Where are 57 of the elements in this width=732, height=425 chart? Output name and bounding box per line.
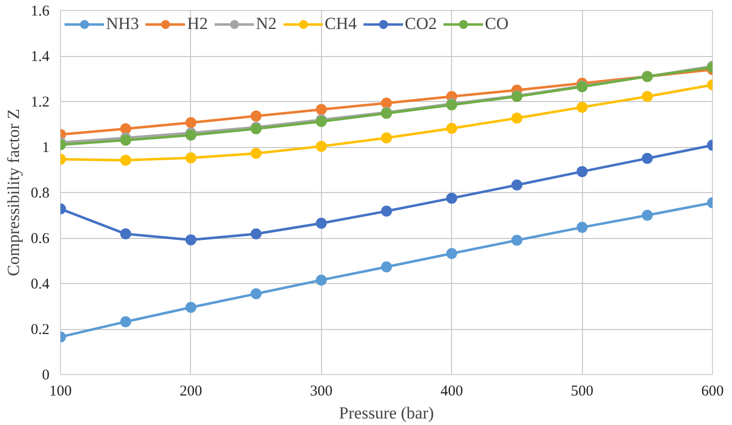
point [381,206,392,217]
x-tick-label: 200 [180,384,202,400]
legend-label: NH3 [106,14,140,34]
y-tick-label: 0.6 [30,231,50,247]
point [642,210,653,221]
legend-label: CO2 [404,14,437,34]
point [250,228,262,240]
point [381,261,392,272]
y-axis-title: Compressibility factor Z [4,108,23,276]
point [511,180,522,190]
legend-label: N2 [256,14,277,34]
point [250,110,262,122]
point [381,132,392,144]
point [250,148,262,159]
point [446,122,458,134]
point [120,154,132,166]
point [642,91,653,102]
x-tick-label: 100 [49,384,72,400]
y-tick-label: 1.2 [30,94,50,110]
y-tick-label: 0.8 [30,186,50,202]
point [316,140,327,152]
point [511,112,522,124]
point [185,302,196,313]
y-tick-label: 1.6 [30,4,50,20]
point [185,130,196,141]
point [642,152,653,164]
legend-label: CH4 [324,14,357,34]
point [120,316,132,328]
point [576,102,588,113]
x-tick-label: 500 [570,384,594,400]
point [185,152,196,164]
point [316,274,327,286]
y-tick-label: 1 [42,140,50,156]
point [316,218,327,229]
legend-label: CO [484,14,508,34]
point [120,123,132,134]
y-tick-label: 0.2 [30,322,50,338]
x-tick-label: 300 [310,384,333,400]
point [185,117,196,128]
point [250,288,262,300]
y-tick-label: 0 [42,368,50,384]
point [185,234,196,246]
x-tick-label: 600 [701,384,724,400]
y-tick-label: 1.4 [30,49,50,65]
point [446,192,458,204]
x-axis-title: Pressure (bar) [339,404,434,422]
point [120,228,132,240]
point [576,222,588,233]
point [446,248,458,259]
x-tick-label: 400 [440,384,463,400]
point [511,234,522,246]
point [381,98,392,109]
point [316,104,327,115]
point [576,166,588,178]
y-tick-label: 0.4 [30,276,50,292]
legend-label: H2 [187,14,208,34]
point [120,134,132,146]
